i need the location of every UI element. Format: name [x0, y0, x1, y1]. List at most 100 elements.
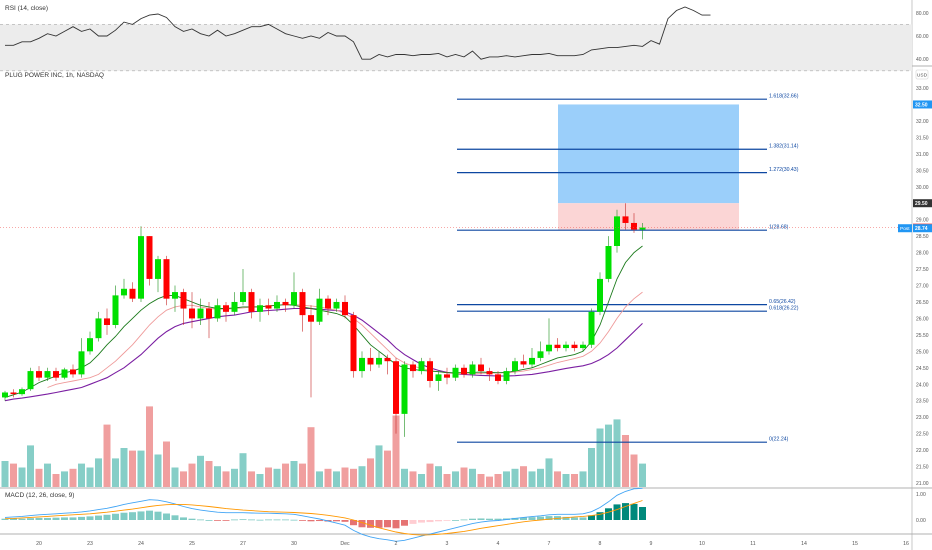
macd-histogram-bar — [188, 518, 196, 520]
macd-price-axis[interactable]: 1.00 0.00 — [916, 492, 926, 524]
price-tick-label: 28.50 — [916, 234, 929, 240]
candle-body — [240, 292, 246, 302]
macd-histogram-bar — [112, 513, 119, 520]
candle-body — [486, 371, 493, 375]
macd-histogram-bar — [452, 520, 459, 521]
time-tick-label: 10 — [699, 541, 705, 547]
candle-body — [129, 288, 136, 299]
volume-bar — [639, 463, 646, 487]
price-axis[interactable]: 33.00 32.50 32.00 31.50 31.00 30.50 30.00 29.50… — [916, 86, 929, 487]
candle-body — [588, 311, 595, 345]
currency-button[interactable] — [915, 69, 929, 80]
macd-histogram-bar — [579, 517, 587, 520]
price-tick-label: 31.50 — [916, 135, 929, 141]
rsi-price-axis[interactable]: 80.00 60.00 40.00 — [916, 11, 929, 63]
candle-body — [495, 374, 501, 381]
volume-bar — [341, 467, 349, 487]
macd-histogram-bar — [375, 520, 383, 528]
price-tick-label: 26.50 — [916, 300, 929, 306]
macd-histogram-bar — [86, 516, 94, 520]
volume-bar — [61, 471, 68, 487]
rsi-bound-lines — [0, 24, 912, 72]
price-tick-label: 27.00 — [916, 284, 929, 290]
rsi-pane[interactable]: RSI (14, close) 80.00 60.00 40.00 — [0, 5, 929, 72]
macd-histogram-bar — [426, 520, 434, 523]
price-tick-label: 28.00 — [916, 251, 929, 257]
macd-histogram-bar — [27, 518, 34, 520]
rsi-label: RSI (14, close) — [5, 5, 48, 12]
macd-histogram-bar — [622, 503, 629, 520]
volume-bar — [384, 450, 391, 487]
candle-body — [61, 369, 68, 378]
macd-pane[interactable]: MACD (12, 26, close, 9) 1.00 0.00 — [1, 487, 926, 542]
candle-body — [350, 315, 357, 372]
macd-histogram-bar — [18, 518, 26, 520]
candle-body — [452, 367, 459, 378]
volume-bar — [613, 419, 621, 487]
time-tick-label: 8 — [599, 541, 602, 547]
fib-level-label: 0.618(26.22) — [769, 306, 799, 312]
macd-histogram-bar — [137, 511, 145, 520]
macd-histogram-bar — [486, 518, 493, 520]
fib-level-label: 1.382(31.14) — [769, 144, 799, 150]
candle-body — [418, 361, 425, 372]
fibonacci-extension[interactable]: 1.618(32.66) 1.382(31.14) 1.272(30.43) 1(28… — [457, 94, 799, 443]
volume-bar — [154, 454, 162, 487]
volume-bar — [426, 463, 434, 487]
candle-body — [444, 374, 450, 378]
volume-bar — [129, 450, 136, 487]
candle-body — [537, 351, 544, 358]
volume-bar — [435, 466, 442, 487]
main-price-pane[interactable]: PLUG POWER INC, 1h, NASDAQ USD 1.618(32.… — [0, 69, 932, 487]
time-axis[interactable]: 20 23 24 25 27 30 Dec 2 3 4 7 8 9 10 11 14 15 16 — [36, 541, 909, 547]
macd-histogram-bar — [477, 518, 485, 520]
candle-body — [214, 305, 221, 319]
macd-histogram-bar — [596, 512, 604, 520]
macd-histogram-bar — [120, 512, 128, 520]
rsi-line — [5, 6, 711, 60]
volume-bar — [69, 468, 77, 487]
macd-histogram-bar — [605, 508, 612, 520]
volume-bar — [392, 415, 400, 487]
price-tick-label: 29.00 — [916, 218, 929, 224]
price-tick-label: 21.00 — [916, 481, 929, 487]
candle-body — [180, 292, 187, 309]
fib-level-label: 0.65(26.42) — [769, 299, 796, 305]
price-tick-label: 27.50 — [916, 267, 929, 273]
candle-body — [359, 357, 365, 372]
volume-bar — [588, 448, 595, 487]
volume-bar — [630, 454, 638, 487]
candle-body — [163, 259, 170, 299]
candle-body — [478, 364, 484, 372]
time-tick-label: 15 — [852, 541, 858, 547]
macd-histogram-bar — [460, 519, 468, 521]
candle-body — [2, 392, 8, 398]
candle-body — [248, 292, 255, 312]
volume-bar — [622, 435, 629, 487]
candle-body — [44, 371, 51, 378]
macd-histogram-bar — [10, 518, 17, 520]
volume-bar — [290, 461, 298, 487]
macd-histogram-bar — [443, 520, 451, 521]
volume-bar — [579, 471, 587, 487]
macd-histogram-bar — [44, 517, 51, 520]
macd-histogram-bar — [35, 517, 43, 520]
candle-body — [299, 292, 306, 316]
volume-bar — [520, 466, 527, 487]
macd-histogram-bar — [307, 520, 315, 522]
candle-body — [274, 301, 280, 309]
volume-bar — [27, 445, 34, 487]
macd-histogram-bar — [511, 517, 519, 520]
long-position-tool[interactable] — [558, 104, 739, 231]
volume-bar — [375, 445, 383, 487]
volume-bar — [52, 474, 60, 487]
macd-histogram-bar — [205, 520, 213, 521]
macd-histogram-bar — [409, 520, 417, 524]
macd-histogram-bar — [214, 520, 221, 521]
volume-bar — [120, 448, 128, 487]
volume-bar — [103, 424, 111, 487]
macd-histogram-bar — [231, 519, 238, 521]
volume-bars — [1, 406, 646, 487]
time-tick-label: Dec — [340, 541, 350, 547]
